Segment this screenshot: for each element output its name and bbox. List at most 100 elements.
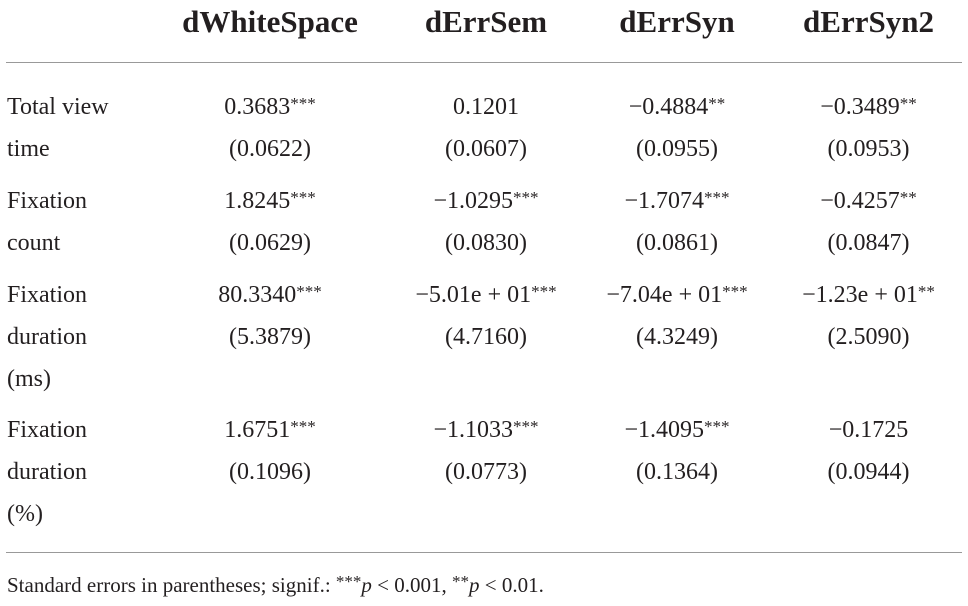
- row-label: Fixation duration (%): [7, 409, 157, 535]
- top-rule: [6, 62, 962, 63]
- estimate-line: −0.4884**: [587, 86, 767, 128]
- row-label-line: duration: [7, 324, 87, 350]
- estimate-line: 1.8245***: [165, 180, 375, 222]
- estimate-line: −0.3489**: [777, 86, 960, 128]
- estimate-line: −1.0295***: [385, 180, 587, 222]
- cell: −1.1033*** (0.0773): [385, 409, 587, 493]
- estimate: 1.6751: [224, 417, 291, 443]
- cell: −0.1725 (0.0944): [777, 409, 960, 493]
- standard-error: (0.0629): [229, 230, 311, 256]
- estimate-line: −0.1725: [777, 409, 960, 451]
- row-label-line: Fixation: [7, 282, 88, 308]
- standard-error: (5.3879): [229, 324, 311, 350]
- column-header: dErrSyn2: [803, 4, 934, 39]
- estimate-line: 80.3340***: [165, 274, 375, 316]
- standard-error: (2.5090): [827, 324, 910, 350]
- standard-error: (0.0773): [445, 459, 527, 485]
- footnote-text: < 0.001,: [371, 573, 453, 597]
- standard-error: (0.1096): [229, 459, 311, 485]
- standard-error: (0.0622): [229, 136, 311, 162]
- significance-stars: ***: [296, 282, 322, 301]
- row-label: Fixation count: [7, 180, 157, 264]
- cell: −0.4884** (0.0955): [587, 86, 767, 170]
- estimate-line: −1.23e + 01**: [777, 274, 960, 316]
- cell: 0.1201 (0.0607): [385, 86, 587, 170]
- estimate: −0.4884: [628, 94, 709, 120]
- row-label-line: duration: [7, 459, 87, 485]
- estimate: 1.8245: [224, 188, 291, 214]
- column-header: dErrSem: [424, 4, 548, 39]
- estimate-line: −7.04e + 01***: [587, 274, 767, 316]
- significance-stars: **: [917, 282, 935, 301]
- cell: 1.8245*** (0.0629): [165, 180, 375, 264]
- standard-error: (0.0861): [636, 230, 718, 256]
- cell: 1.6751*** (0.1096): [165, 409, 375, 493]
- bottom-rule: [6, 552, 962, 553]
- cell: −1.23e + 01** (2.5090): [777, 274, 960, 358]
- estimate-line: −1.1033***: [385, 409, 587, 451]
- estimate: 80.3340: [218, 282, 297, 308]
- estimate: −1.7074: [624, 188, 705, 214]
- estimate: −0.4257: [820, 188, 900, 214]
- estimate: −0.3489: [820, 94, 900, 120]
- estimate-line: −1.4095***: [587, 409, 767, 451]
- significance-stars: ***: [513, 417, 539, 436]
- significance-stars: **: [899, 94, 917, 113]
- standard-error: (0.0955): [636, 136, 718, 162]
- significance-stars: ***: [290, 417, 316, 436]
- estimate-line: −1.7074***: [587, 180, 767, 222]
- standard-error: (0.0847): [827, 230, 910, 256]
- significance-stars: ***: [290, 94, 316, 113]
- estimate: −1.23e + 01: [802, 282, 918, 308]
- estimate: −1.4095: [624, 417, 705, 443]
- standard-error: (4.7160): [445, 324, 527, 350]
- cell: 0.3683*** (0.0622): [165, 86, 375, 170]
- estimate-line: −5.01e + 01***: [385, 274, 587, 316]
- footnote-text: < 0.01.: [479, 573, 544, 597]
- estimate: −0.1725: [828, 417, 909, 443]
- stars: ***: [335, 572, 362, 591]
- significance-stars: ***: [290, 188, 316, 207]
- row-label-line: Total view: [7, 94, 109, 120]
- significance-stars: ***: [513, 188, 539, 207]
- estimate: −5.01e + 01: [415, 282, 532, 308]
- cell: −5.01e + 01*** (4.7160): [385, 274, 587, 358]
- p: p: [361, 573, 372, 597]
- standard-error: (4.3249): [636, 324, 718, 350]
- cell: 80.3340*** (5.3879): [165, 274, 375, 358]
- column-header: dWhiteSpace: [182, 4, 358, 39]
- estimate-line: −0.4257**: [777, 180, 960, 222]
- cell: −0.3489** (0.0953): [777, 86, 960, 170]
- row-label-line: (ms): [7, 366, 51, 392]
- standard-error: (0.0953): [827, 136, 910, 162]
- estimate-line: 0.1201: [385, 86, 587, 128]
- row-label-line: Fixation: [7, 417, 88, 443]
- significance-stars: **: [708, 94, 726, 113]
- cell: −1.0295*** (0.0830): [385, 180, 587, 264]
- footnote: Standard errors in parentheses; signif.:…: [7, 568, 544, 602]
- stars: **: [452, 572, 470, 591]
- estimate: −1.1033: [433, 417, 514, 443]
- p: p: [469, 573, 480, 597]
- row-label-line: (%): [7, 501, 43, 527]
- row-label-line: time: [7, 136, 50, 162]
- estimate-line: 0.3683***: [165, 86, 375, 128]
- estimate-line: 1.6751***: [165, 409, 375, 451]
- significance-stars: ***: [531, 282, 557, 301]
- footnote-text: Standard errors in parentheses; signif.:: [7, 573, 336, 597]
- row-label-line: Fixation: [7, 188, 88, 214]
- cell: −1.7074*** (0.0861): [587, 180, 767, 264]
- significance-stars: ***: [704, 188, 730, 207]
- standard-error: (0.0607): [445, 136, 527, 162]
- cell: −7.04e + 01*** (4.3249): [587, 274, 767, 358]
- standard-error: (0.0830): [445, 230, 527, 256]
- row-label: Fixation duration (ms): [7, 274, 157, 400]
- row-label: Total view time: [7, 86, 157, 170]
- estimate: 0.1201: [453, 94, 519, 120]
- cell: −1.4095*** (0.1364): [587, 409, 767, 493]
- column-header: dErrSyn: [619, 4, 735, 39]
- cell: −0.4257** (0.0847): [777, 180, 960, 264]
- standard-error: (0.1364): [636, 459, 718, 485]
- estimate: −7.04e + 01: [606, 282, 723, 308]
